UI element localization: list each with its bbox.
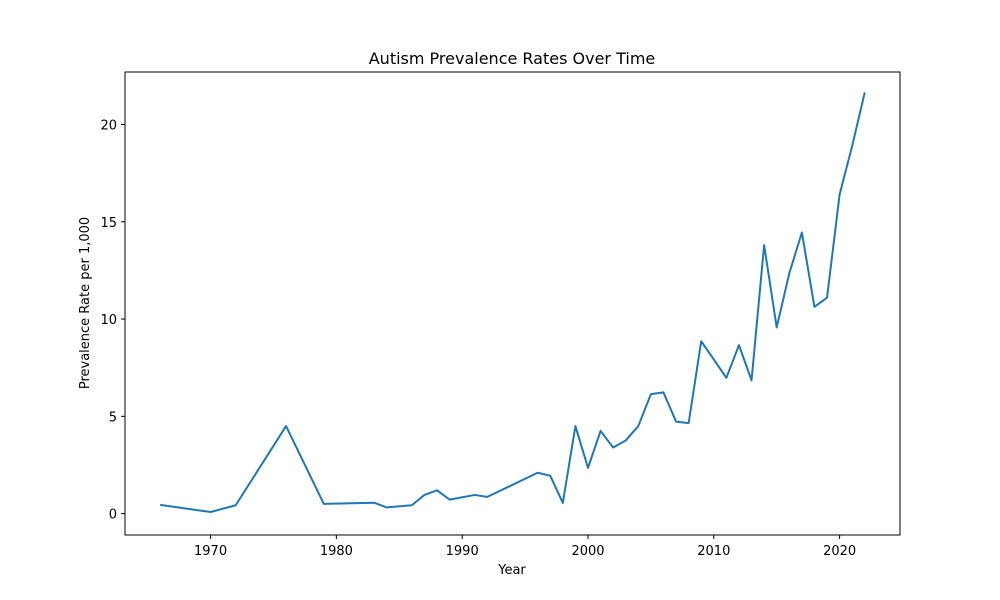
x-tick-label: 2020 [823,544,856,559]
series-line-0 [160,92,866,514]
chart-title: Autism Prevalence Rates Over Time [369,49,656,68]
y-tick-label: 0 [109,508,117,523]
x-axis-label: Year [497,563,526,578]
y-tick-label: 10 [100,313,117,328]
x-tick-label: 1970 [194,544,227,559]
x-tick-label: 2010 [697,544,730,559]
x-tick-label: 2000 [571,544,604,559]
y-tick-label: 20 [100,119,117,134]
y-tick-label: 5 [109,410,117,425]
x-tick-label: 1990 [446,544,479,559]
y-tick-label: 15 [100,216,117,231]
x-tick-label: 1980 [320,544,353,559]
axes-frame [124,71,901,536]
plot-area: 1970 1980 1990 2000 2010 2020 0 5 10 15 20 [100,71,901,559]
y-axis-label: Prevalence Rate per 1,000 [78,217,93,389]
